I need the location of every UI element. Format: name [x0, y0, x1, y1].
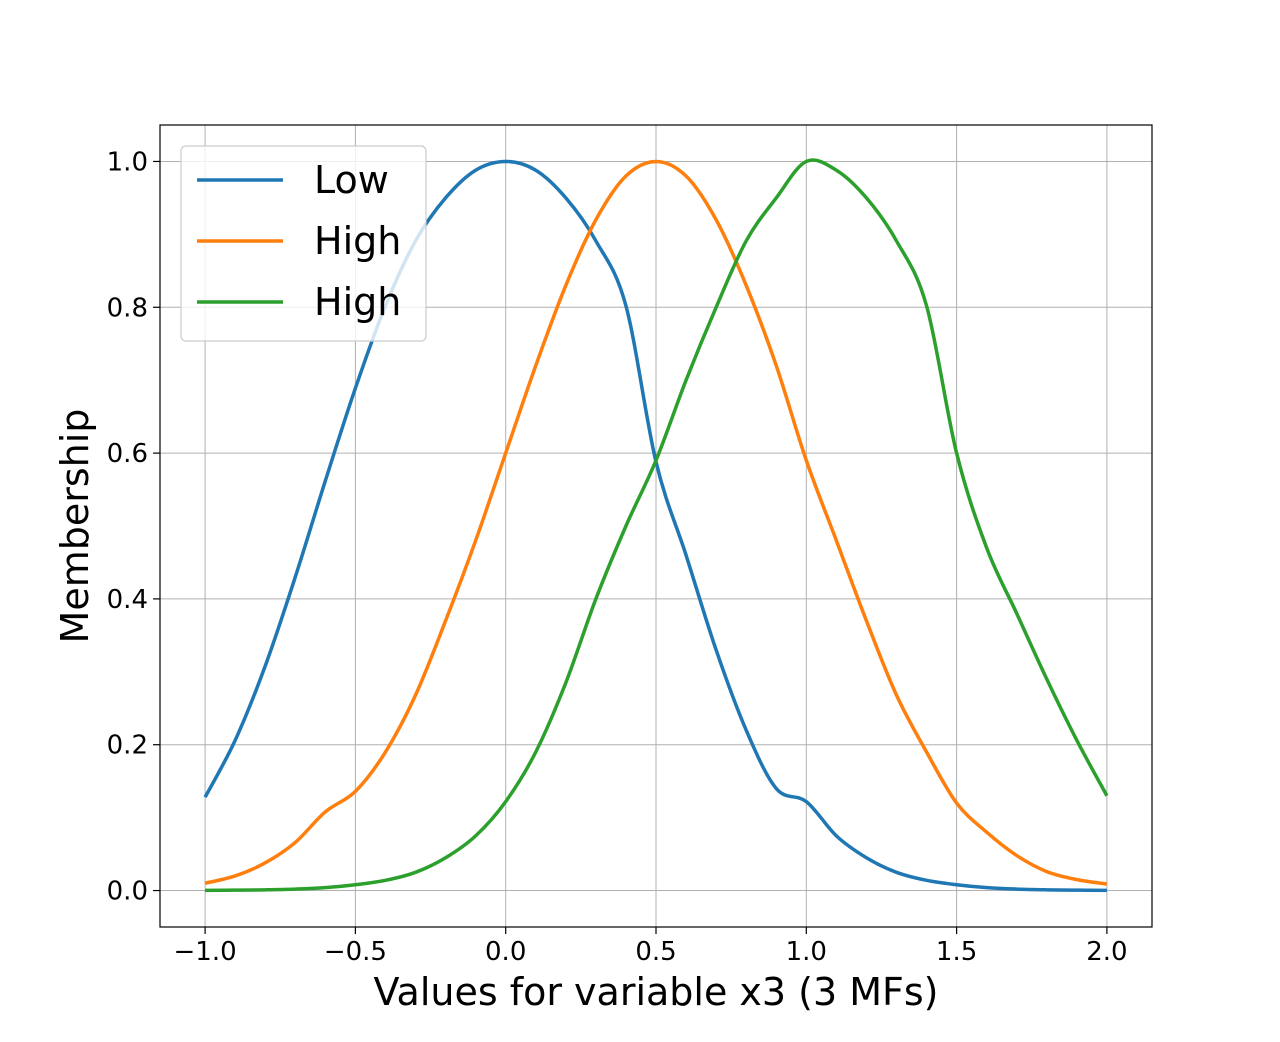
x-axis-label: Values for variable x3 (3 MFs): [373, 970, 938, 1014]
y-tick-label: 0.2: [107, 731, 148, 761]
legend-label-1: Low: [314, 158, 389, 202]
x-tick-label: −1.0: [174, 937, 237, 967]
y-tick-label: 0.4: [107, 585, 148, 615]
x-tick-label: 2.0: [1086, 937, 1127, 967]
series-line-1: [203, 159, 1107, 893]
legend-label-3: High: [314, 280, 401, 324]
legend-label-2: High: [314, 219, 401, 263]
legend: Low High High: [180, 145, 427, 342]
y-tick-label: 0.0: [107, 877, 148, 907]
x-tick-label: 1.0: [786, 937, 827, 967]
y-axis-label: Membership: [53, 409, 97, 644]
legend-box: [180, 145, 427, 342]
x-tick-label: −0.5: [324, 937, 387, 967]
x-tick-label: 1.5: [936, 937, 977, 967]
x-tick-label: 0.5: [635, 937, 676, 967]
y-tick-label: 1.0: [107, 147, 148, 177]
series-line-3: [205, 158, 1109, 893]
y-tick-label: 0.6: [107, 439, 148, 469]
grid: [160, 125, 1152, 927]
y-tick-label: 0.8: [107, 293, 148, 323]
axis-ticks: −1.0 −0.5 0.0 0.5 1.0 1.5 2.0 0.0 0.2 0.4 0.6 0.8 1.…: [107, 147, 1128, 967]
series-lines: [203, 158, 1109, 893]
x-tick-label: 0.0: [485, 937, 526, 967]
series-line-2: [204, 159, 1108, 886]
